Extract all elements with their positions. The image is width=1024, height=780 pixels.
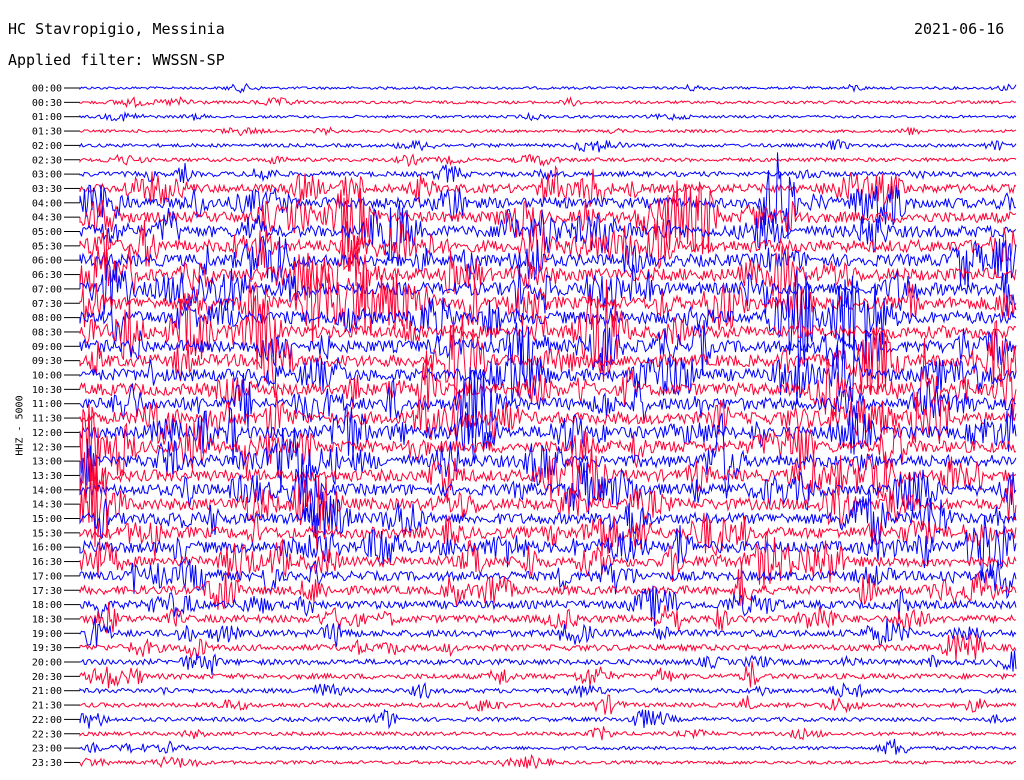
time-label: 22:00	[32, 715, 62, 726]
trace-line	[79, 617, 1017, 648]
trace-line	[79, 153, 1017, 168]
time-label: 10:30	[32, 385, 62, 396]
time-label: 17:00	[32, 571, 62, 582]
time-label: 08:00	[32, 313, 62, 324]
trace-line	[79, 202, 1017, 264]
trace-line	[79, 460, 1017, 523]
time-label: 15:30	[32, 528, 62, 539]
time-label: 05:00	[32, 227, 62, 238]
trace-line	[79, 163, 1017, 183]
trace-line	[79, 82, 1017, 94]
trace-line	[79, 367, 1017, 439]
time-label: 01:30	[32, 127, 62, 138]
trace-line	[79, 391, 1017, 446]
trace-line	[79, 738, 1017, 755]
time-label: 04:00	[32, 198, 62, 209]
time-label: 23:30	[32, 758, 62, 769]
time-label: 18:30	[32, 614, 62, 625]
trace-line	[79, 753, 1017, 770]
time-label: 06:00	[32, 256, 62, 267]
trace-line	[79, 446, 1017, 503]
time-label: 06:30	[32, 270, 62, 281]
time-label: 12:30	[32, 442, 62, 453]
trace-line	[79, 139, 1017, 153]
time-label: 02:30	[32, 155, 62, 166]
trace-line	[79, 403, 1017, 464]
time-label: 07:00	[32, 284, 62, 295]
trace-line	[79, 708, 1017, 730]
trace-line	[79, 487, 1017, 553]
trace-line	[79, 530, 1017, 588]
time-label: 12:00	[32, 428, 62, 439]
time-label: 20:30	[32, 672, 62, 683]
time-label: 09:00	[32, 342, 62, 353]
time-label: 01:00	[32, 112, 62, 123]
time-label: 11:00	[32, 399, 62, 410]
trace-line	[79, 509, 1017, 559]
time-label: 00:30	[32, 98, 62, 109]
trace-line	[79, 235, 1017, 308]
trace-line	[79, 412, 1017, 505]
time-label: 18:00	[32, 600, 62, 611]
time-label: 23:00	[32, 744, 62, 755]
time-label: 10:00	[32, 371, 62, 382]
time-label: 04:30	[32, 213, 62, 224]
trace-line	[79, 681, 1017, 699]
trace-line	[79, 152, 1017, 240]
time-label: 21:00	[32, 686, 62, 697]
time-label: 13:30	[32, 471, 62, 482]
trace-line	[79, 633, 1017, 661]
time-label: 19:00	[32, 629, 62, 640]
trace-line	[79, 559, 1017, 600]
trace-line	[79, 585, 1017, 627]
time-label: 19:30	[32, 643, 62, 654]
time-label: 08:30	[32, 327, 62, 338]
trace-line	[79, 661, 1017, 689]
station-title: HC Stavropigio, Messinia	[8, 20, 225, 38]
trace-line	[79, 602, 1017, 634]
trace-line	[79, 235, 1017, 287]
time-labels: 00:00 00:30 01:00 01:30 02:00 02:30 03:00 03:30…	[32, 84, 80, 769]
trace-line	[79, 260, 1017, 317]
time-label: 03:00	[32, 170, 62, 181]
trace-line	[79, 330, 1017, 405]
trace-line	[79, 726, 1017, 741]
trace-line	[79, 650, 1017, 675]
time-label: 17:30	[32, 586, 62, 597]
traces	[79, 82, 1017, 770]
time-label: 13:00	[32, 457, 62, 468]
trace-line	[79, 561, 1017, 610]
time-label: 21:30	[32, 701, 62, 712]
time-label: 11:30	[32, 414, 62, 425]
time-label: 15:00	[32, 514, 62, 525]
trace-line	[79, 320, 1017, 389]
trace-line	[79, 126, 1017, 137]
trace-line	[79, 180, 1017, 255]
time-label: 02:00	[32, 141, 62, 152]
time-label: 14:30	[32, 500, 62, 511]
trace-line	[79, 515, 1017, 578]
time-label: 16:00	[32, 543, 62, 554]
time-label: 20:00	[32, 658, 62, 669]
time-label: 00:00	[32, 84, 62, 95]
trace-line	[79, 403, 1017, 486]
time-label: 22:30	[32, 729, 62, 740]
trace-line	[79, 269, 1017, 370]
trace-line	[79, 694, 1017, 715]
time-label: 16:30	[32, 557, 62, 568]
trace-line	[79, 279, 1017, 382]
trace-line	[79, 95, 1017, 109]
trace-line	[79, 110, 1017, 122]
trace-line	[79, 315, 1017, 406]
date-label: 2021-06-16	[914, 20, 1005, 38]
time-label: 03:30	[32, 184, 62, 195]
time-label: 05:30	[32, 241, 62, 252]
time-label: 09:30	[32, 356, 62, 367]
time-label: 07:30	[32, 299, 62, 310]
filter-label: Applied filter: WWSSN-SP	[8, 51, 225, 69]
time-label: 14:00	[32, 485, 62, 496]
